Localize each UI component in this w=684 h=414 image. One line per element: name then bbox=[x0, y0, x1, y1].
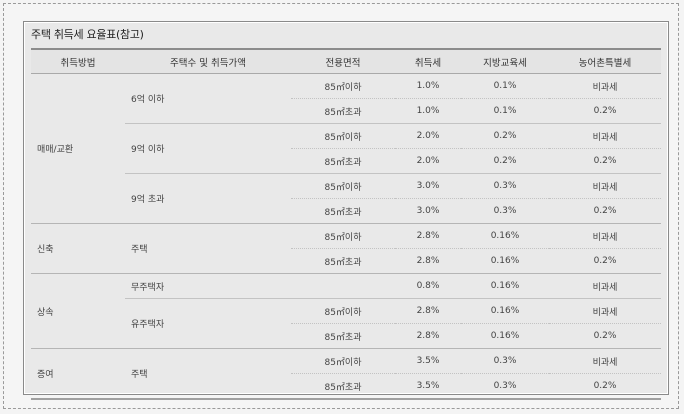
education-tax-cell: 0.16% bbox=[461, 323, 549, 349]
education-tax-cell: 0.2% bbox=[461, 148, 549, 174]
area-cell: 85㎡초과 bbox=[291, 148, 395, 174]
house-count-cell: 9억 이하 bbox=[125, 123, 291, 174]
acquisition-tax-cell: 0.8% bbox=[395, 273, 461, 299]
area-cell: 85㎡이하 bbox=[291, 73, 395, 99]
rural-tax-cell: 비과세 bbox=[549, 123, 661, 149]
table-row: 85㎡초과 1.0% 0.1% 0.2% bbox=[31, 98, 661, 124]
header-area: 전용면적 bbox=[291, 48, 395, 74]
rural-tax-cell: 비과세 bbox=[549, 273, 661, 299]
table-row: 유주택자 85㎡이하 2.8% 0.16% 비과세 bbox=[31, 298, 661, 349]
rural-tax-cell: 0.2% bbox=[549, 248, 661, 274]
panel-title: 주택 취득세 요율표(참고) bbox=[31, 28, 144, 41]
house-count-cell: 6억 이하 bbox=[125, 73, 291, 124]
tax-rate-panel: 주택 취득세 요율표(참고) 취득방법 주택수 및 취득가액 전용면적 취득세 … bbox=[23, 21, 669, 400]
acquisition-tax-cell: 2.0% bbox=[395, 123, 461, 149]
table-header-row: 취득방법 주택수 및 취득가액 전용면적 취득세 지방교육세 농어촌특별세 bbox=[31, 48, 661, 74]
method-cell: 상속 bbox=[31, 273, 125, 349]
header-house-count: 주택수 및 취득가액 bbox=[125, 48, 291, 74]
acquisition-tax-cell: 2.8% bbox=[395, 298, 461, 324]
table-row: 증여 주택 85㎡이하 3.5% 0.3% 비과세 bbox=[31, 348, 661, 400]
page-frame: 주택 취득세 요율표(참고) 취득방법 주택수 및 취득가액 전용면적 취득세 … bbox=[3, 3, 679, 409]
table-row: 85㎡초과 2.8% 0.16% 0.2% bbox=[31, 248, 661, 274]
house-count-cell: 주택 bbox=[125, 348, 291, 400]
tax-rate-table: 취득방법 주택수 및 취득가액 전용면적 취득세 지방교육세 농어촌특별세 매매… bbox=[31, 48, 661, 400]
area-cell: 85㎡초과 bbox=[291, 323, 395, 349]
education-tax-cell: 0.16% bbox=[461, 298, 549, 324]
acquisition-tax-cell: 2.0% bbox=[395, 148, 461, 174]
method-cell: 증여 bbox=[31, 348, 125, 400]
area-cell: 85㎡초과 bbox=[291, 248, 395, 274]
rural-tax-cell: 0.2% bbox=[549, 198, 661, 224]
rural-tax-cell: 0.2% bbox=[549, 148, 661, 174]
table-row: 9억 초과 85㎡이하 3.0% 0.3% 비과세 bbox=[31, 173, 661, 224]
area-cell: 85㎡이하 bbox=[291, 348, 395, 374]
education-tax-cell: 0.3% bbox=[461, 173, 549, 199]
acquisition-tax-cell: 2.8% bbox=[395, 323, 461, 349]
rural-tax-cell: 0.2% bbox=[549, 98, 661, 124]
table-row: 상속 무주택자 0.8% 0.16% 비과세 bbox=[31, 273, 661, 349]
rural-tax-cell: 비과세 bbox=[549, 223, 661, 249]
table-row: 매매/교환 6억 이하 85㎡이하 1.0% 0.1% 비과세 bbox=[31, 73, 661, 224]
education-tax-cell: 0.3% bbox=[461, 373, 549, 400]
area-cell: 85㎡이하 bbox=[291, 173, 395, 199]
area-cell: 85㎡이하 bbox=[291, 223, 395, 249]
house-count-cell: 주택 bbox=[125, 223, 291, 274]
table-row: 신축 주택 85㎡이하 2.8% 0.16% 비과세 bbox=[31, 223, 661, 274]
area-cell: 85㎡이하 bbox=[291, 298, 395, 324]
education-tax-cell: 0.1% bbox=[461, 73, 549, 99]
acquisition-tax-cell: 3.5% bbox=[395, 373, 461, 400]
table-row: 85㎡초과 3.0% 0.3% 0.2% bbox=[31, 198, 661, 224]
education-tax-cell: 0.3% bbox=[461, 348, 549, 374]
acquisition-tax-cell: 3.0% bbox=[395, 173, 461, 199]
area-cell: 85㎡초과 bbox=[291, 373, 395, 400]
acquisition-tax-cell: 2.8% bbox=[395, 248, 461, 274]
rural-tax-cell: 비과세 bbox=[549, 173, 661, 199]
house-count-cell: 무주택자 bbox=[125, 273, 291, 299]
header-rural-tax: 농어촌특별세 bbox=[549, 48, 661, 74]
area-cell: 85㎡초과 bbox=[291, 198, 395, 224]
header-method: 취득방법 bbox=[31, 48, 125, 74]
rural-tax-cell: 비과세 bbox=[549, 298, 661, 324]
education-tax-cell: 0.3% bbox=[461, 198, 549, 224]
area-cell: 85㎡이하 bbox=[291, 123, 395, 149]
header-education-tax: 지방교육세 bbox=[461, 48, 549, 74]
table-row: 85㎡초과 3.5% 0.3% 0.2% bbox=[31, 373, 661, 400]
header-acquisition-tax: 취득세 bbox=[395, 48, 461, 74]
acquisition-tax-cell: 1.0% bbox=[395, 98, 461, 124]
method-cell: 신축 bbox=[31, 223, 125, 274]
rural-tax-cell: 0.2% bbox=[549, 323, 661, 349]
rural-tax-cell: 비과세 bbox=[549, 73, 661, 99]
table-row: 85㎡초과 2.8% 0.16% 0.2% bbox=[31, 323, 661, 349]
table-row: 85㎡초과 2.0% 0.2% 0.2% bbox=[31, 148, 661, 174]
area-cell: 85㎡초과 bbox=[291, 98, 395, 124]
table-row: 9억 이하 85㎡이하 2.0% 0.2% 비과세 bbox=[31, 123, 661, 174]
rural-tax-cell: 비과세 bbox=[549, 348, 661, 374]
rural-tax-cell: 0.2% bbox=[549, 373, 661, 400]
education-tax-cell: 0.16% bbox=[461, 248, 549, 274]
acquisition-tax-cell: 2.8% bbox=[395, 223, 461, 249]
education-tax-cell: 0.1% bbox=[461, 98, 549, 124]
acquisition-tax-cell: 1.0% bbox=[395, 73, 461, 99]
education-tax-cell: 0.2% bbox=[461, 123, 549, 149]
acquisition-tax-cell: 3.5% bbox=[395, 348, 461, 374]
method-cell: 매매/교환 bbox=[31, 73, 125, 224]
education-tax-cell: 0.16% bbox=[461, 273, 549, 299]
house-count-cell: 유주택자 bbox=[125, 298, 291, 349]
house-count-cell: 9억 초과 bbox=[125, 173, 291, 224]
education-tax-cell: 0.16% bbox=[461, 223, 549, 249]
acquisition-tax-cell: 3.0% bbox=[395, 198, 461, 224]
area-cell bbox=[291, 273, 395, 299]
